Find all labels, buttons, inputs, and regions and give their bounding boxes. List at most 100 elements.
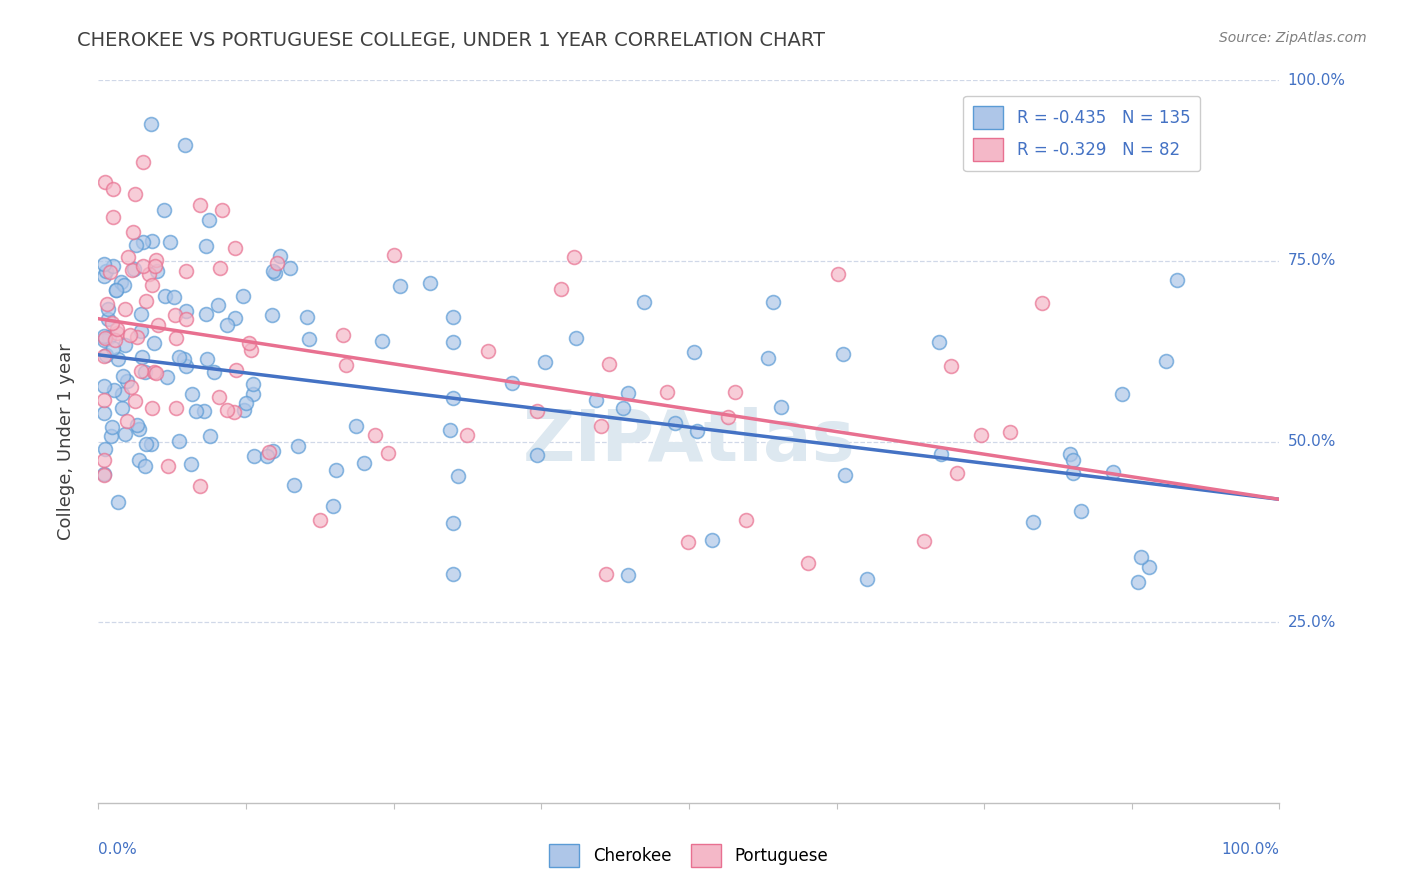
Point bbox=[565, 331, 588, 345]
Point bbox=[93, 393, 115, 408]
Point bbox=[174, 359, 197, 374]
Point bbox=[332, 328, 354, 343]
Point bbox=[163, 290, 186, 304]
Point bbox=[562, 250, 585, 264]
Point bbox=[946, 466, 969, 480]
Point bbox=[98, 265, 121, 279]
Point bbox=[93, 406, 115, 420]
Point bbox=[103, 259, 125, 273]
Point bbox=[283, 477, 305, 491]
Point bbox=[441, 334, 464, 349]
Point bbox=[131, 364, 153, 378]
Point bbox=[240, 343, 263, 358]
Point bbox=[232, 289, 254, 303]
Point bbox=[501, 376, 523, 391]
Point bbox=[156, 370, 179, 384]
Point bbox=[107, 495, 129, 509]
Point bbox=[243, 449, 266, 463]
Point bbox=[1070, 504, 1092, 518]
Point bbox=[180, 457, 202, 471]
Point bbox=[165, 331, 187, 345]
Point bbox=[928, 335, 950, 350]
Point bbox=[111, 368, 134, 383]
Point bbox=[174, 304, 197, 318]
Point bbox=[93, 334, 115, 348]
Point bbox=[184, 404, 207, 418]
Point bbox=[257, 445, 280, 459]
Point bbox=[1166, 272, 1188, 286]
Point bbox=[595, 567, 617, 582]
Point bbox=[159, 235, 181, 249]
Point bbox=[111, 387, 134, 401]
Point bbox=[238, 336, 260, 351]
Point bbox=[998, 425, 1021, 440]
Point bbox=[278, 261, 301, 276]
Point bbox=[145, 366, 167, 380]
Point bbox=[98, 329, 121, 343]
Point bbox=[97, 312, 120, 326]
Point bbox=[105, 283, 128, 297]
Point bbox=[939, 359, 962, 373]
Point bbox=[441, 391, 464, 405]
Point bbox=[1059, 446, 1081, 460]
Point bbox=[93, 328, 115, 343]
Point bbox=[439, 423, 461, 437]
Point bbox=[132, 154, 155, 169]
Point bbox=[96, 264, 118, 278]
Point bbox=[211, 202, 233, 217]
Point bbox=[145, 252, 167, 267]
Point bbox=[325, 463, 347, 477]
Point bbox=[155, 289, 177, 303]
Point bbox=[145, 264, 167, 278]
Point bbox=[146, 318, 169, 333]
Point bbox=[762, 295, 785, 310]
Point bbox=[141, 401, 163, 416]
Point bbox=[724, 384, 747, 399]
Point bbox=[208, 390, 231, 404]
Point bbox=[93, 379, 115, 393]
Point bbox=[526, 404, 548, 418]
Point bbox=[174, 138, 197, 153]
Point bbox=[1126, 574, 1149, 589]
Point bbox=[96, 302, 118, 317]
Point bbox=[105, 321, 128, 335]
Point bbox=[832, 346, 855, 360]
Point bbox=[262, 308, 284, 322]
Point bbox=[322, 499, 344, 513]
Point bbox=[353, 456, 375, 470]
Point bbox=[167, 434, 190, 449]
Point bbox=[103, 384, 125, 398]
Point bbox=[101, 342, 124, 356]
Legend: Cherokee, Portuguese: Cherokee, Portuguese bbox=[543, 837, 835, 874]
Point bbox=[225, 363, 247, 377]
Text: 25.0%: 25.0% bbox=[1288, 615, 1336, 630]
Point bbox=[141, 235, 163, 249]
Point bbox=[242, 387, 264, 401]
Point bbox=[686, 425, 709, 439]
Point bbox=[122, 225, 145, 239]
Point bbox=[127, 329, 149, 343]
Point bbox=[235, 395, 257, 409]
Point bbox=[93, 257, 115, 271]
Point bbox=[165, 308, 187, 322]
Point bbox=[143, 260, 166, 274]
Point bbox=[93, 268, 115, 283]
Point bbox=[101, 182, 124, 196]
Point bbox=[309, 514, 332, 528]
Point bbox=[477, 344, 499, 359]
Point bbox=[129, 324, 152, 338]
Point bbox=[195, 308, 218, 322]
Point bbox=[141, 277, 163, 292]
Point bbox=[94, 175, 117, 189]
Point bbox=[94, 331, 117, 345]
Point bbox=[1139, 559, 1161, 574]
Point bbox=[122, 261, 145, 276]
Point bbox=[591, 419, 613, 434]
Point bbox=[526, 448, 548, 462]
Point bbox=[115, 374, 138, 388]
Point bbox=[929, 446, 952, 460]
Point bbox=[612, 401, 634, 415]
Text: ZIPAtlas: ZIPAtlas bbox=[523, 407, 855, 476]
Point bbox=[153, 202, 176, 217]
Point bbox=[117, 250, 139, 264]
